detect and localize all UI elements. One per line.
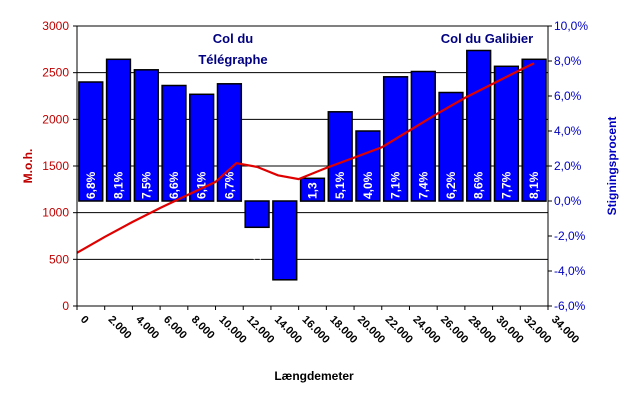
left-tick-label: 1500 bbox=[42, 159, 69, 173]
bar-data-label: 6,8% bbox=[84, 171, 98, 199]
elevation-line bbox=[76, 62, 535, 254]
right-tick-label: 2,0% bbox=[554, 159, 582, 173]
gradient-bar bbox=[327, 111, 353, 202]
x-tick-label: 14.000 bbox=[272, 314, 304, 346]
bar-data-label: 4,0% bbox=[361, 171, 375, 199]
bar-data-label: 5,1% bbox=[333, 171, 347, 199]
bar-data-label: 7,1% bbox=[389, 171, 403, 199]
annotation-col-du-telegraphe-line2: Télégraphe bbox=[198, 52, 267, 67]
left-tick-label: 1000 bbox=[42, 206, 69, 220]
x-tick-label: 18.000 bbox=[327, 314, 359, 346]
left-tick-label: 3000 bbox=[42, 19, 69, 33]
bar-data-label: 8,1% bbox=[527, 171, 541, 199]
bar-data-label: 8,1% bbox=[112, 171, 126, 199]
x-tick-label: 26.000 bbox=[438, 314, 470, 346]
right-tick-label: 10,0% bbox=[554, 19, 588, 33]
gradient-bar bbox=[272, 200, 298, 281]
left-tick-label: 500 bbox=[49, 252, 69, 266]
bars: 6,8% 8,1% 7,5% 6,6% 6,1% 6,7% -1,5% -4,5% 1,3 5,1… bbox=[78, 49, 547, 317]
annotations: Col du Télégraphe Col du Galibier bbox=[198, 31, 533, 67]
left-tick-label: 2500 bbox=[42, 66, 69, 80]
x-tick-label: 0 bbox=[78, 314, 91, 327]
bar-data-label: 7,7% bbox=[499, 171, 513, 199]
bar-data-label: -4,5% bbox=[278, 285, 292, 317]
elevation-series-line bbox=[76, 62, 535, 254]
right-tick-label: -4,0% bbox=[554, 264, 586, 278]
gradient-bar bbox=[78, 81, 104, 202]
right-tick-label: 4,0% bbox=[554, 124, 582, 138]
x-tick-label: 32.000 bbox=[521, 314, 553, 346]
x-tick-label: 16.000 bbox=[300, 314, 332, 346]
bar-data-label: -1,5% bbox=[250, 233, 264, 265]
left-tick-label: 2000 bbox=[42, 112, 69, 126]
left-tick-label: 0 bbox=[62, 299, 69, 313]
left-axis-title: M.o.h. bbox=[21, 149, 35, 184]
x-tick-label: 6.000 bbox=[161, 314, 189, 342]
right-tick-label: 8,0% bbox=[554, 54, 582, 68]
bar-data-label: 8,6% bbox=[472, 171, 486, 199]
x-tick-label: 34.000 bbox=[549, 314, 581, 346]
x-tick-label: 24.000 bbox=[410, 314, 442, 346]
bar-data-label: 6,7% bbox=[222, 171, 236, 199]
x-tick-label: 30.000 bbox=[493, 314, 525, 346]
annotation-col-du-telegraphe-line1: Col du bbox=[213, 31, 253, 46]
gradient-bar bbox=[410, 70, 436, 202]
gradient-bar bbox=[105, 58, 132, 202]
right-tick-label: 6,0% bbox=[554, 89, 582, 103]
x-tick-label: 8.000 bbox=[189, 314, 217, 342]
bar-data-label: 1,3 bbox=[306, 182, 320, 199]
bar-data-label: 7,5% bbox=[139, 171, 153, 199]
bar-data-label: 7,4% bbox=[416, 171, 430, 199]
bar-data-label: 6,2% bbox=[444, 171, 458, 199]
x-tick-label: 20.000 bbox=[355, 314, 387, 346]
gradient-bar bbox=[521, 58, 547, 202]
gradient-bar bbox=[438, 91, 464, 202]
gradient-bar bbox=[355, 130, 381, 202]
right-tick-label: 0,0% bbox=[554, 194, 582, 208]
right-tick-label: -6,0% bbox=[554, 299, 586, 313]
x-tick-label: 22.000 bbox=[383, 314, 415, 346]
gradient-bar bbox=[216, 83, 243, 202]
x-axis-title: Længdemeter bbox=[274, 369, 354, 383]
x-tick-label: 12.000 bbox=[244, 314, 276, 346]
right-tick-label: -2,0% bbox=[554, 229, 586, 243]
gradient-bar bbox=[133, 69, 159, 202]
x-tick-label: 28.000 bbox=[466, 314, 498, 346]
gradient-bar bbox=[299, 177, 326, 202]
bar-data-label: 6,6% bbox=[167, 171, 181, 199]
gradient-bar bbox=[189, 93, 215, 202]
bar-data-label: 6,1% bbox=[195, 171, 209, 199]
gradient-bar bbox=[244, 200, 270, 229]
annotation-col-du-galibier: Col du Galibier bbox=[441, 31, 533, 46]
right-axis-title: Stigningsprocent bbox=[605, 117, 619, 216]
gradient-bar bbox=[493, 65, 520, 202]
x-tick-label: 10.000 bbox=[216, 314, 248, 346]
x-tick-label: 2.000 bbox=[106, 314, 134, 342]
x-tick-label: 4.000 bbox=[133, 314, 161, 342]
